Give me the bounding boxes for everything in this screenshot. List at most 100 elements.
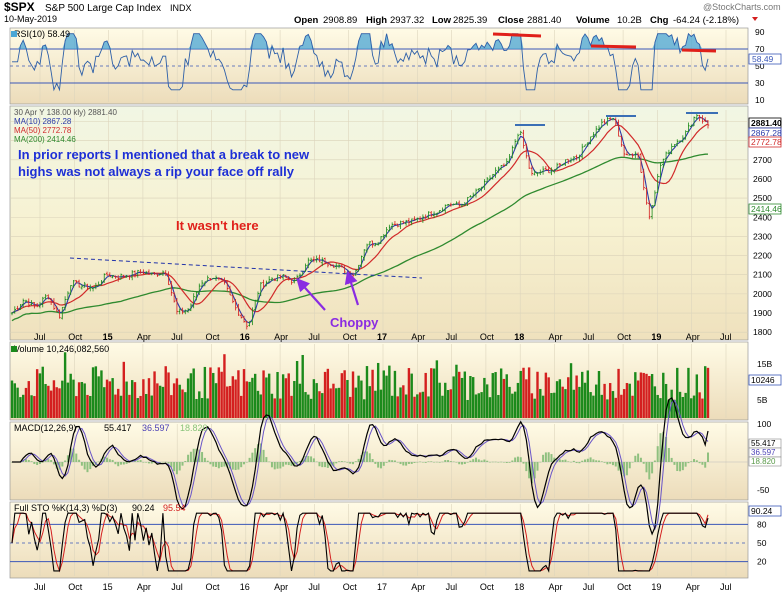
volume-bar <box>144 394 148 418</box>
volume-bar <box>586 370 590 418</box>
volume-bar <box>267 373 271 418</box>
volume-bar <box>589 392 592 418</box>
macd-histogram-bar <box>452 461 455 463</box>
volume-bar <box>600 394 603 418</box>
volume-bar <box>329 388 332 418</box>
macd-histogram-bar <box>609 462 612 464</box>
volume-bar <box>519 370 522 418</box>
macd-histogram-bar <box>550 454 553 462</box>
volume-bar <box>228 385 232 418</box>
macd-histogram-bar <box>357 458 360 462</box>
macd-histogram-bar <box>338 461 341 462</box>
volume-bar <box>525 379 528 418</box>
close-value: 2881.40 <box>527 15 561 26</box>
volume-bar <box>385 375 388 418</box>
volume-bar <box>108 381 112 418</box>
volume-bar <box>365 366 369 418</box>
volume-bar <box>103 387 106 418</box>
volume-bar <box>539 388 542 418</box>
volume-bar <box>625 383 629 418</box>
volume-bar <box>234 379 237 418</box>
annotation-choppy: Choppy <box>330 315 379 330</box>
volume-bar <box>678 391 682 418</box>
macd-histogram-bar <box>209 462 212 465</box>
macd-histogram-bar <box>170 462 173 468</box>
macd-line <box>12 397 709 536</box>
volume-bar <box>432 368 436 418</box>
volume-bar <box>698 392 701 418</box>
rsi-tick-label: 50 <box>755 61 765 71</box>
watermark-label: @StockCharts.com <box>703 2 781 12</box>
volume-bar <box>186 378 190 418</box>
macd-histogram-bar <box>259 443 262 462</box>
volume-bar <box>248 381 251 418</box>
macd-histogram-bar <box>435 461 438 463</box>
volume-bar <box>206 398 209 418</box>
rsi-tick-label: 90 <box>755 27 765 37</box>
x-tick-label-price: Oct <box>68 332 83 342</box>
price-tick-label: 2500 <box>753 193 772 203</box>
macd-histogram-bar <box>693 459 696 462</box>
volume-bar <box>379 389 383 418</box>
volume-bar <box>631 395 634 418</box>
macd-histogram-bar <box>284 462 287 465</box>
macd-histogram-bar <box>83 462 86 470</box>
volume-bar <box>212 372 215 418</box>
volume-bar <box>656 394 659 418</box>
macd-histogram-bar <box>326 462 329 468</box>
macd-histogram-bar <box>472 459 475 462</box>
volume-bar <box>687 367 690 418</box>
macd-histogram-bar <box>466 462 469 463</box>
x-tick-label-price: 19 <box>651 332 661 342</box>
volume-bar <box>681 396 685 418</box>
macd-histogram-bar <box>298 460 301 462</box>
volume-bar <box>217 367 221 418</box>
x-tick-label: Apr <box>274 582 288 592</box>
macd-right-label: 36.597 <box>751 448 776 457</box>
macd-histogram-bar <box>332 462 335 466</box>
volume-bar <box>701 398 704 418</box>
x-tick-label: Oct <box>617 582 632 592</box>
macd-histogram-bar <box>223 462 226 467</box>
macd-histogram-bar <box>670 457 673 462</box>
macd-histogram-bar <box>189 451 192 462</box>
x-tick-label: Jul <box>583 582 595 592</box>
macd-histogram-bar <box>340 461 343 462</box>
macd-histogram-bar <box>427 461 430 462</box>
macd-histogram-bar <box>667 448 670 462</box>
macd-title: MACD(12,26,9) <box>14 423 77 433</box>
price-tick-label: 2300 <box>753 231 772 241</box>
volume-bar <box>499 368 503 418</box>
macd-histogram-bar <box>553 457 556 462</box>
macd-histogram-bar <box>122 462 125 465</box>
volume-bar <box>511 393 514 418</box>
volume-bar <box>290 395 293 418</box>
x-tick-label-price: Oct <box>617 332 632 342</box>
annotation-line-1: In prior reports I mentioned that a brea… <box>18 147 310 162</box>
sto-tick-label: 20 <box>757 557 767 567</box>
volume-bar <box>704 366 707 418</box>
macd-histogram-bar <box>419 461 422 463</box>
macd-histogram-bar <box>528 462 531 479</box>
volume-bar <box>10 380 14 418</box>
sto-k-line <box>11 511 709 573</box>
macd-signal-line <box>12 399 709 531</box>
exchange-label: INDX <box>170 3 192 13</box>
macd-histogram-bar <box>220 462 223 468</box>
macd-histogram-bar <box>547 452 550 462</box>
macd-histogram-bar <box>469 460 472 462</box>
x-tick-label: Jul <box>720 582 732 592</box>
volume-bar <box>133 382 137 418</box>
volume-bar <box>547 377 550 418</box>
volume-bar <box>502 378 506 418</box>
volume-tick-label: 15B <box>757 359 772 369</box>
volume-bar <box>653 386 657 418</box>
volume-bar <box>94 366 98 418</box>
macd-histogram-bar <box>606 462 609 465</box>
volume-bar <box>273 398 276 418</box>
volume-bar <box>253 373 257 418</box>
macd-histogram-bar <box>335 462 338 464</box>
macd-histogram-bar <box>234 462 237 471</box>
volume-bar <box>597 371 601 418</box>
annotations: In prior reports I mentioned that a brea… <box>18 32 718 330</box>
